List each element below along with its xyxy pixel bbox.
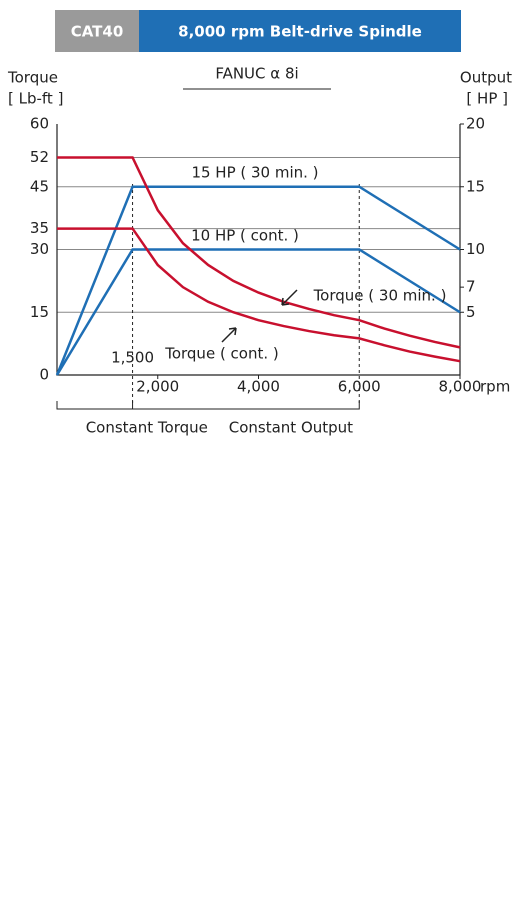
series-line xyxy=(57,156,461,349)
y-tick-label: 60 xyxy=(30,115,49,133)
y2-tick-label: 7 xyxy=(466,278,476,296)
series-line xyxy=(55,248,461,376)
region-label: Constant Output xyxy=(229,419,353,437)
series-label: Torque ( cont. ) xyxy=(164,345,279,363)
y-tick-label: 45 xyxy=(30,177,49,195)
y-tick-label: 30 xyxy=(30,240,49,258)
chart-subtitle: FANUC α 8i xyxy=(215,65,298,83)
arrow xyxy=(281,289,298,306)
y-axis-label: Torque xyxy=(7,69,58,87)
arrow xyxy=(221,327,237,343)
series-line xyxy=(57,227,461,363)
series-label: 15 HP ( 30 min. ) xyxy=(191,164,318,182)
title-box xyxy=(139,10,461,52)
y2-axis-label: [ HP ] xyxy=(466,90,508,108)
y2-tick-label: 15 xyxy=(466,177,485,195)
y2-tick-label: 5 xyxy=(466,303,476,321)
x-tick-label: 6,000 xyxy=(338,378,381,396)
x-tick-label: 1,500 xyxy=(111,349,154,367)
y-tick-label: 15 xyxy=(30,303,49,321)
y-tick-label: 52 xyxy=(30,148,49,166)
series-label: Torque ( 30 min. ) xyxy=(313,287,447,305)
y2-tick-label: 20 xyxy=(466,115,485,133)
chart-title: 8,000 rpm Belt-drive Spindle xyxy=(178,23,422,41)
y-tick-label: 0 xyxy=(39,366,49,384)
region-bracket xyxy=(56,401,360,410)
x-tick-label: 4,000 xyxy=(237,378,280,396)
y2-axis-label: Output xyxy=(460,69,512,87)
x-axis-label: rpm xyxy=(480,378,510,396)
badge: CAT40 xyxy=(71,23,124,41)
x-tick-label: 2,000 xyxy=(136,378,179,396)
region-label: Constant Torque xyxy=(86,419,208,437)
y-tick-label: 35 xyxy=(30,219,49,237)
y2-tick-label: 10 xyxy=(466,240,485,258)
x-tick-label: 8,000 xyxy=(439,378,482,396)
series-line xyxy=(55,185,461,376)
series-label: 10 HP ( cont. ) xyxy=(191,227,299,245)
badge-box xyxy=(55,10,139,52)
y-axis-label: [ Lb-ft ] xyxy=(8,90,63,108)
